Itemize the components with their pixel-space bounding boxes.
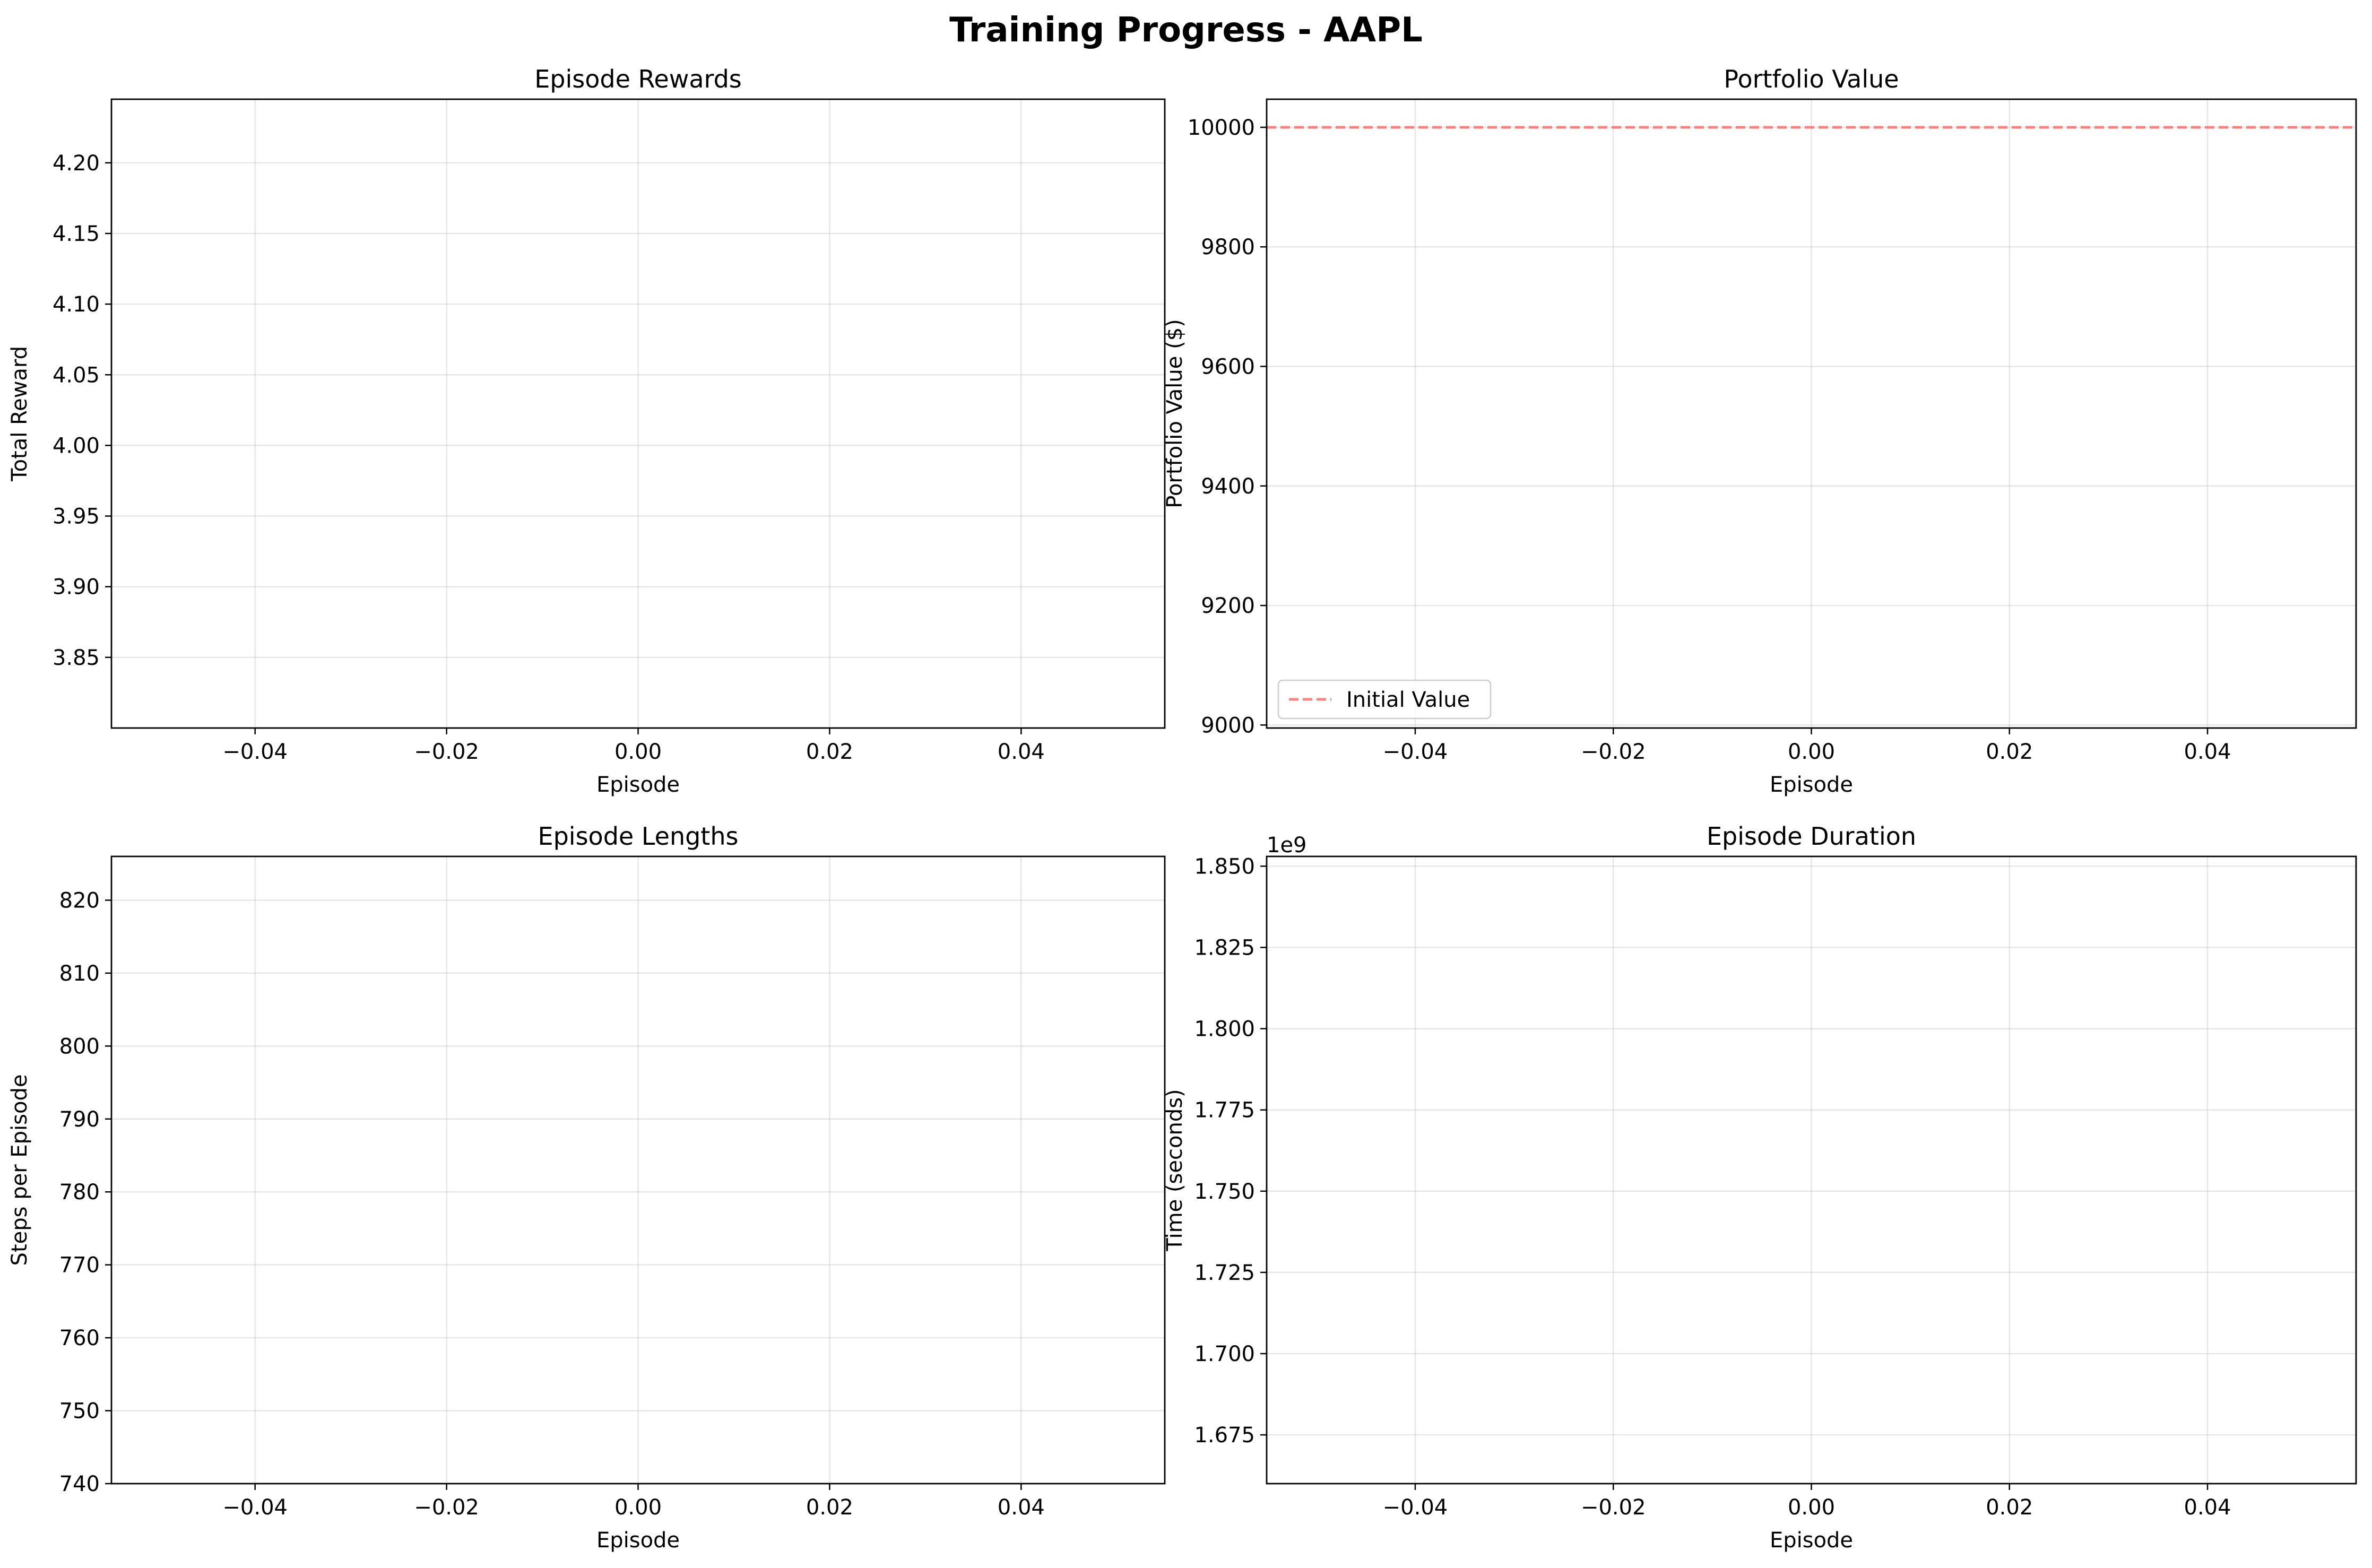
y-tick-label: 1.850 (1194, 854, 1255, 879)
y-tick-label: 9600 (1201, 355, 1255, 379)
subplot-title: Episode Duration (1707, 822, 1916, 851)
x-axis-label: Episode (596, 1528, 680, 1553)
x-axis-label: Episode (1770, 1528, 1853, 1553)
y-axis-label: Time (seconds) (1163, 1089, 1187, 1251)
x-axis-label: Episode (596, 773, 680, 797)
y-tick-label: 10000 (1188, 116, 1255, 140)
y-tick-label: 1.800 (1194, 1017, 1255, 1042)
subplot-3: −0.04 −0.02 0.00 0.02 0.04 740 750 760 770 780 790… (7, 822, 1166, 1553)
x-tick-label: 0.02 (1986, 1495, 2033, 1520)
y-tick-label: 9800 (1201, 235, 1255, 259)
legend-label: Initial Value (1346, 688, 1470, 712)
x-tick-label: −0.04 (222, 740, 288, 764)
subplot-title: Episode Lengths (538, 822, 739, 851)
y-tick-label: 1.675 (1194, 1423, 1255, 1448)
subplot-title: Episode Rewards (534, 65, 742, 93)
x-tick-label: 0.04 (2184, 1495, 2231, 1520)
y-tick-label: 9000 (1201, 713, 1255, 738)
y-tick-label: 3.85 (53, 646, 100, 670)
y-axis-label: Steps per Episode (7, 1075, 32, 1266)
x-tick-label: 0.04 (998, 740, 1045, 764)
x-tick-label: 0.00 (1788, 740, 1835, 764)
y-tick-label: 750 (59, 1399, 100, 1424)
subplot-2: −0.04 −0.02 0.00 0.02 0.04 9000 9200 9400 9600 98… (1163, 65, 2357, 797)
x-tick-label: −0.04 (1383, 740, 1448, 764)
y-tick-label: 1.750 (1194, 1180, 1255, 1204)
y-tick-label: 1.700 (1194, 1342, 1255, 1366)
x-tick-label: −0.02 (414, 1495, 479, 1520)
y-tick-label: 780 (59, 1180, 100, 1205)
legend-frame (1277, 679, 1492, 720)
x-axis-label: Episode (1770, 773, 1853, 797)
y-axis-label: Total Reward (7, 346, 32, 482)
y-tick-label: 4.00 (53, 434, 100, 458)
y-tick-label: 4.15 (53, 222, 100, 246)
y-tick-label: 810 (59, 961, 100, 986)
x-tick-label: −0.04 (222, 1495, 288, 1520)
y-tick-label: 740 (59, 1472, 100, 1496)
x-tick-label: 0.02 (806, 1495, 853, 1520)
x-tick-label: −0.04 (1383, 1495, 1448, 1520)
y-tick-label: 9200 (1201, 594, 1255, 618)
x-tick-label: −0.02 (414, 740, 479, 764)
x-tick-label: 0.00 (614, 740, 662, 764)
x-tick-label: −0.02 (1581, 740, 1646, 764)
x-tick-label: 0.00 (1788, 1495, 1835, 1520)
y-tick-label: 820 (59, 888, 100, 913)
y-tick-label: 3.90 (53, 575, 100, 600)
y-tick-label: 1.775 (1194, 1098, 1255, 1123)
subplot-1: −0.04 −0.02 0.00 0.02 0.04 3.85 3.90 3.95 4.00 4.… (7, 65, 1166, 797)
y-tick-label: 1.825 (1194, 935, 1255, 960)
y-axis-label: Portfolio Value ($) (1163, 319, 1187, 508)
y-tick-label: 4.10 (53, 292, 100, 317)
y-tick-label: 800 (59, 1034, 100, 1059)
y-tick-label: 760 (59, 1326, 100, 1350)
y-tick-label: 4.05 (53, 363, 100, 387)
figure-title: Training Progress - AAPL (949, 11, 1423, 50)
y-tick-label: 770 (59, 1253, 100, 1278)
y-tick-label: 9400 (1201, 474, 1255, 499)
y-tick-label: 4.20 (53, 151, 100, 176)
subplot-4: −0.04 −0.02 0.00 0.02 0.04 1.675 1.700 1.725 1.7… (1163, 822, 2357, 1553)
subplot-title: Portfolio Value (1724, 65, 1899, 93)
y-tick-label: 790 (59, 1107, 100, 1132)
x-tick-label: 0.04 (2184, 740, 2231, 764)
y-tick-label: 3.95 (53, 505, 100, 529)
x-tick-label: −0.02 (1581, 1495, 1646, 1520)
legend: Initial Value (1277, 679, 1492, 720)
y-tick-label: 1.725 (1194, 1261, 1255, 1285)
x-tick-label: 0.02 (806, 740, 853, 764)
x-tick-label: 0.02 (1986, 740, 2033, 764)
x-tick-label: 0.00 (614, 1495, 662, 1520)
x-tick-label: 0.04 (998, 1495, 1045, 1520)
y-offset-label: 1e9 (1267, 833, 1307, 857)
